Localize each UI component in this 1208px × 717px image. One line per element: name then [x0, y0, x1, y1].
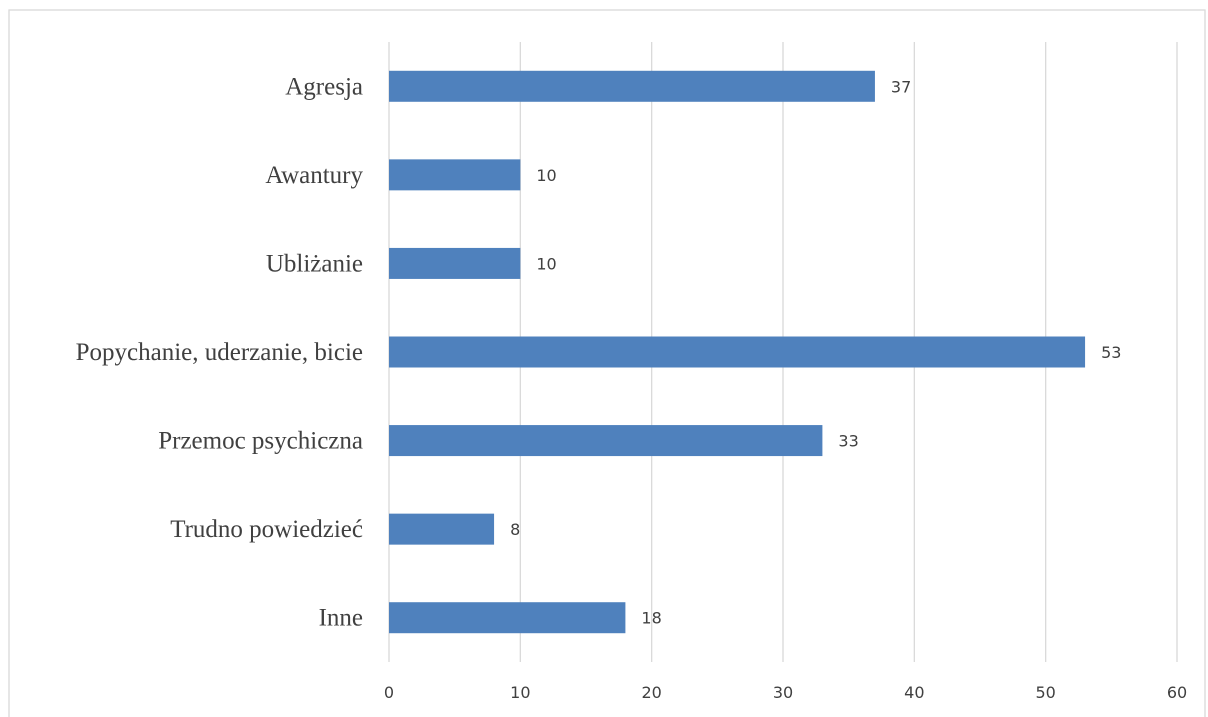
data-label: 37	[891, 77, 911, 96]
category-label: Agresja	[285, 73, 363, 100]
x-tick-label: 60	[1167, 683, 1187, 702]
x-tick-label: 0	[384, 683, 394, 702]
data-label: 18	[641, 609, 661, 628]
data-label: 53	[1101, 343, 1121, 362]
x-tick-label: 10	[510, 683, 530, 702]
x-tick-label: 50	[1035, 683, 1055, 702]
category-label: Awantury	[265, 162, 363, 189]
category-labels: Agresja Awantury Ubliżanie Popychanie, uder…	[76, 73, 364, 631]
data-label: 8	[510, 520, 520, 539]
bar	[389, 425, 823, 457]
category-label: Trudno powiedzieć	[170, 516, 363, 543]
bars	[389, 70, 1086, 634]
x-tick-label: 20	[641, 683, 661, 702]
category-label: Ubliżanie	[266, 250, 363, 277]
x-axis-tick-labels: 0 10 20 30 40 50 60	[384, 683, 1187, 702]
category-label: Inne	[319, 605, 363, 632]
bar	[389, 513, 495, 545]
chart-frame	[8, 9, 1206, 717]
bar	[389, 159, 521, 191]
data-label: 10	[536, 254, 556, 273]
x-tick-label: 30	[773, 683, 793, 702]
x-tick-label: 40	[904, 683, 924, 702]
bar	[389, 70, 875, 102]
data-label: 10	[536, 166, 556, 185]
bar	[389, 336, 1086, 368]
bar	[389, 247, 521, 279]
category-label: Popychanie, uderzanie, bicie	[76, 339, 363, 366]
bar	[389, 602, 626, 634]
category-label: Przemoc psychiczna	[158, 428, 363, 455]
data-labels: 37 10 10 53 33 8 18	[510, 77, 1121, 627]
data-label: 33	[838, 432, 858, 451]
